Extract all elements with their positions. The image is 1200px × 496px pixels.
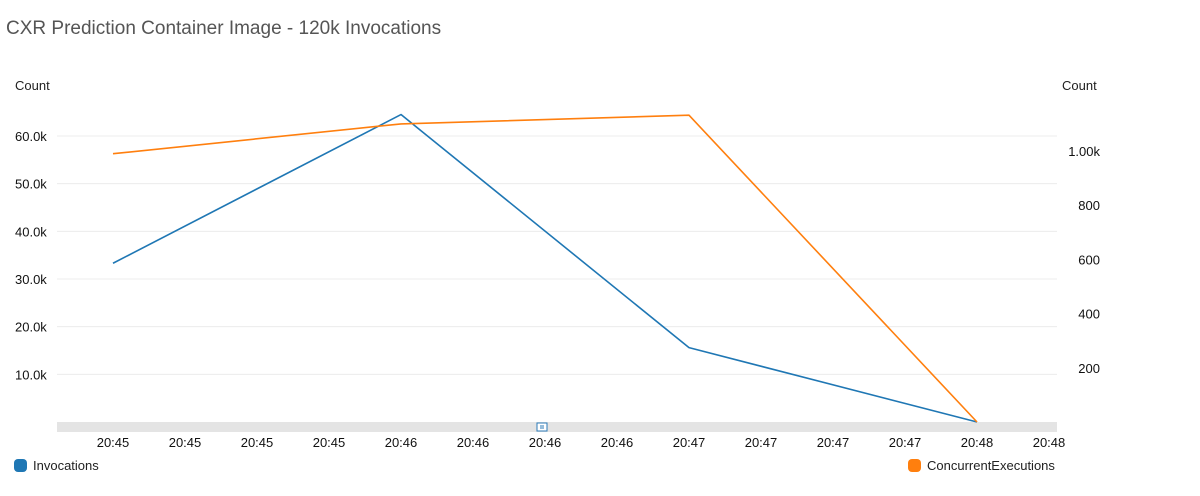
legend-concurrent-executions[interactable]: ConcurrentExecutions	[908, 458, 1055, 473]
invocations-swatch	[14, 459, 27, 472]
series-lines	[112, 113, 978, 423]
legend-concurrent-label: ConcurrentExecutions	[927, 458, 1055, 473]
right-axis-tick: 600	[1078, 252, 1100, 267]
x-axis-tick: 20:46	[385, 435, 418, 450]
axis-ticks: 10.0k 20.0k 30.0k 40.0k 50.0k 60.0k 200 400 600 8…	[15, 129, 1100, 450]
x-axis-tick: 20:46	[457, 435, 490, 450]
x-axis-tick: 20:45	[241, 435, 274, 450]
x-axis-tick: 20:45	[97, 435, 130, 450]
right-axis-tick: 800	[1078, 198, 1100, 213]
left-axis-tick: 40.0k	[15, 224, 47, 239]
chart-title: CXR Prediction Container Image - 120k In…	[6, 18, 442, 39]
scrollbar-handle[interactable]	[536, 422, 548, 432]
x-axis-tick: 20:46	[529, 435, 562, 450]
series-invocations-line	[112, 113, 978, 423]
right-axis-tick: 400	[1078, 307, 1100, 322]
left-axis-tick: 50.0k	[15, 177, 47, 192]
left-axis-tick: 60.0k	[15, 129, 47, 144]
x-axis-tick: 20:45	[313, 435, 346, 450]
x-axis-tick: 20:48	[1033, 435, 1066, 450]
right-axis-tick: 1.00k	[1068, 144, 1100, 159]
right-axis-label: Count	[1062, 78, 1097, 93]
left-axis-label: Count	[15, 78, 50, 93]
x-axis-tick: 20:47	[745, 435, 778, 450]
concurrent-executions-swatch	[908, 459, 921, 472]
time-range-scrollbar[interactable]	[57, 422, 1057, 432]
left-axis-tick: 10.0k	[15, 367, 47, 382]
x-axis-tick: 20:45	[169, 435, 202, 450]
legend-invocations[interactable]: Invocations	[14, 458, 99, 473]
series-concurrent-executions-line	[112, 114, 978, 423]
gridlines	[57, 135, 1057, 375]
legend-invocations-label: Invocations	[33, 458, 99, 473]
x-axis-tick: 20:47	[673, 435, 706, 450]
x-axis-tick: 20:47	[889, 435, 922, 450]
left-axis-tick: 20.0k	[15, 320, 47, 335]
right-axis-tick: 200	[1078, 361, 1100, 376]
x-axis-tick: 20:48	[961, 435, 994, 450]
x-axis-tick: 20:47	[817, 435, 850, 450]
left-axis-tick: 30.0k	[15, 272, 47, 287]
x-axis-tick: 20:46	[601, 435, 634, 450]
